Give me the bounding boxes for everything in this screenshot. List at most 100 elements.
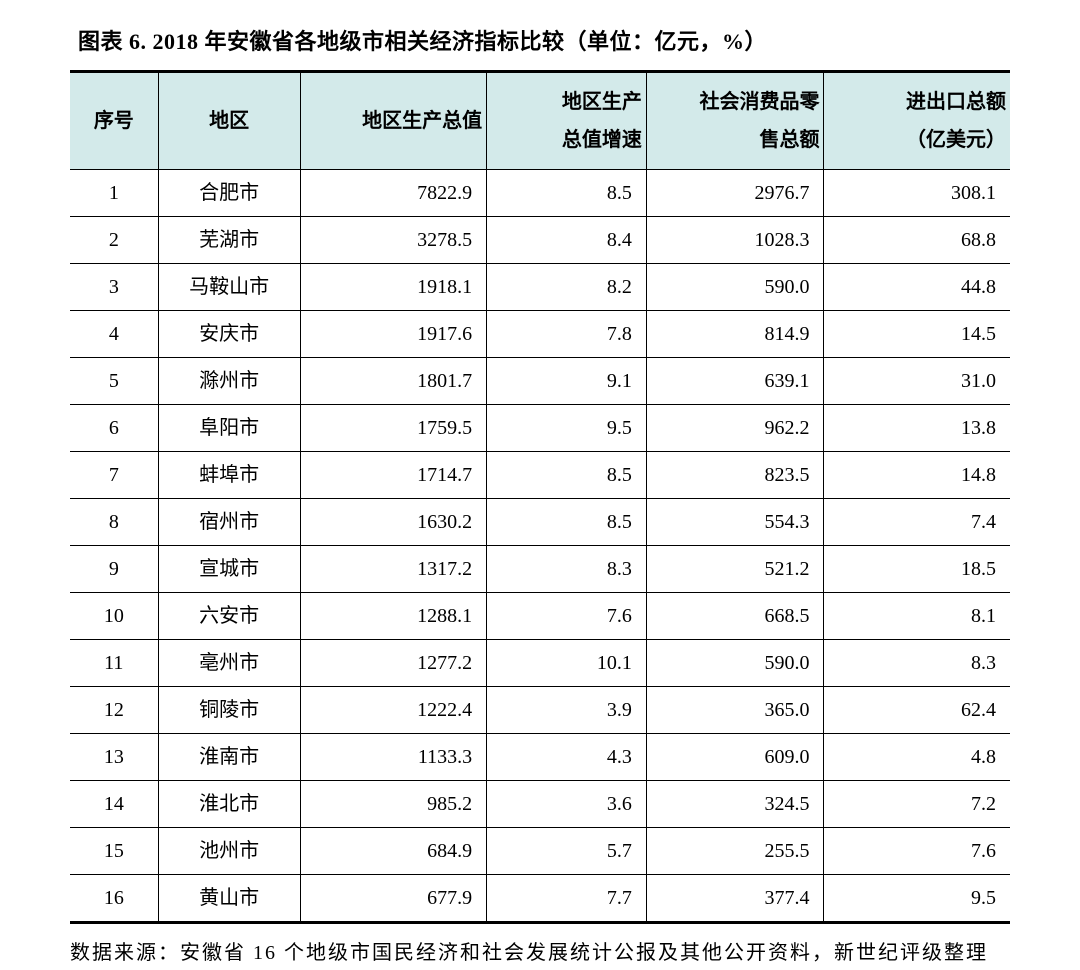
cell-gdp: 1133.3	[300, 734, 486, 781]
table-row: 1合肥市7822.98.52976.7308.1	[70, 170, 1010, 217]
cell-idx: 15	[70, 828, 158, 875]
table-body: 1合肥市7822.98.52976.7308.12芜湖市3278.58.4102…	[70, 170, 1010, 923]
cell-gdp: 1759.5	[300, 405, 486, 452]
cell-region: 宿州市	[158, 499, 300, 546]
cell-gdp: 3278.5	[300, 217, 486, 264]
table-row: 15池州市684.95.7255.57.6	[70, 828, 1010, 875]
table-row: 11亳州市1277.210.1590.08.3	[70, 640, 1010, 687]
cell-growth: 8.5	[487, 499, 647, 546]
cell-retail: 823.5	[646, 452, 824, 499]
cell-gdp: 1714.7	[300, 452, 486, 499]
cell-region: 池州市	[158, 828, 300, 875]
cell-retail: 1028.3	[646, 217, 824, 264]
cell-growth: 7.7	[487, 875, 647, 923]
cell-region: 宣城市	[158, 546, 300, 593]
col-header-growth: 地区生产总值增速	[487, 72, 647, 170]
cell-growth: 8.4	[487, 217, 647, 264]
col-header-region: 地区	[158, 72, 300, 170]
cell-retail: 590.0	[646, 640, 824, 687]
cell-retail: 962.2	[646, 405, 824, 452]
cell-idx: 1	[70, 170, 158, 217]
cell-growth: 9.5	[487, 405, 647, 452]
cell-trade: 14.8	[824, 452, 1010, 499]
cell-idx: 2	[70, 217, 158, 264]
cell-region: 阜阳市	[158, 405, 300, 452]
cell-gdp: 1630.2	[300, 499, 486, 546]
cell-gdp: 677.9	[300, 875, 486, 923]
cell-gdp: 1917.6	[300, 311, 486, 358]
cell-region: 滁州市	[158, 358, 300, 405]
cell-trade: 31.0	[824, 358, 1010, 405]
cell-retail: 2976.7	[646, 170, 824, 217]
cell-region: 淮北市	[158, 781, 300, 828]
cell-trade: 62.4	[824, 687, 1010, 734]
table-row: 8宿州市1630.28.5554.37.4	[70, 499, 1010, 546]
table-header: 序号地区地区生产总值地区生产总值增速社会消费品零售总额进出口总额（亿美元）	[70, 72, 1010, 170]
cell-idx: 3	[70, 264, 158, 311]
cell-retail: 639.1	[646, 358, 824, 405]
cell-growth: 9.1	[487, 358, 647, 405]
cell-growth: 5.7	[487, 828, 647, 875]
cell-trade: 14.5	[824, 311, 1010, 358]
cell-idx: 13	[70, 734, 158, 781]
cell-growth: 7.6	[487, 593, 647, 640]
cell-gdp: 1222.4	[300, 687, 486, 734]
table-row: 5滁州市1801.79.1639.131.0	[70, 358, 1010, 405]
cell-region: 蚌埠市	[158, 452, 300, 499]
cell-gdp: 1918.1	[300, 264, 486, 311]
cell-growth: 4.3	[487, 734, 647, 781]
cell-growth: 8.5	[487, 170, 647, 217]
cell-trade: 18.5	[824, 546, 1010, 593]
cell-retail: 255.5	[646, 828, 824, 875]
cell-growth: 8.2	[487, 264, 647, 311]
cell-idx: 8	[70, 499, 158, 546]
cell-idx: 10	[70, 593, 158, 640]
table-title: 图表 6. 2018 年安徽省各地级市相关经济指标比较（单位：亿元，%）	[78, 24, 1010, 56]
cell-region: 黄山市	[158, 875, 300, 923]
cell-growth: 8.3	[487, 546, 647, 593]
cell-idx: 4	[70, 311, 158, 358]
cell-trade: 4.8	[824, 734, 1010, 781]
cell-retail: 377.4	[646, 875, 824, 923]
cell-retail: 521.2	[646, 546, 824, 593]
col-header-gdp: 地区生产总值	[300, 72, 486, 170]
cell-retail: 324.5	[646, 781, 824, 828]
cell-trade: 8.3	[824, 640, 1010, 687]
econ-indicators-table: 序号地区地区生产总值地区生产总值增速社会消费品零售总额进出口总额（亿美元） 1合…	[70, 70, 1010, 924]
cell-retail: 554.3	[646, 499, 824, 546]
cell-idx: 11	[70, 640, 158, 687]
cell-trade: 7.2	[824, 781, 1010, 828]
table-row: 10六安市1288.17.6668.58.1	[70, 593, 1010, 640]
table-row: 13淮南市1133.34.3609.04.8	[70, 734, 1010, 781]
cell-idx: 12	[70, 687, 158, 734]
cell-region: 淮南市	[158, 734, 300, 781]
table-row: 4安庆市1917.67.8814.914.5	[70, 311, 1010, 358]
cell-gdp: 684.9	[300, 828, 486, 875]
table-row: 7蚌埠市1714.78.5823.514.8	[70, 452, 1010, 499]
cell-trade: 68.8	[824, 217, 1010, 264]
cell-retail: 814.9	[646, 311, 824, 358]
table-row: 2芜湖市3278.58.41028.368.8	[70, 217, 1010, 264]
cell-growth: 7.8	[487, 311, 647, 358]
cell-idx: 14	[70, 781, 158, 828]
data-source-note: 数据来源：安徽省 16 个地级市国民经济和社会发展统计公报及其他公开资料，新世纪…	[70, 936, 1010, 970]
cell-idx: 7	[70, 452, 158, 499]
cell-growth: 8.5	[487, 452, 647, 499]
cell-idx: 9	[70, 546, 158, 593]
col-header-idx: 序号	[70, 72, 158, 170]
cell-region: 亳州市	[158, 640, 300, 687]
col-header-trade: 进出口总额（亿美元）	[824, 72, 1010, 170]
cell-region: 马鞍山市	[158, 264, 300, 311]
cell-idx: 5	[70, 358, 158, 405]
cell-gdp: 7822.9	[300, 170, 486, 217]
cell-trade: 7.6	[824, 828, 1010, 875]
cell-idx: 6	[70, 405, 158, 452]
cell-retail: 365.0	[646, 687, 824, 734]
col-header-retail: 社会消费品零售总额	[646, 72, 824, 170]
cell-gdp: 1277.2	[300, 640, 486, 687]
cell-retail: 609.0	[646, 734, 824, 781]
cell-trade: 13.8	[824, 405, 1010, 452]
cell-region: 安庆市	[158, 311, 300, 358]
cell-region: 铜陵市	[158, 687, 300, 734]
cell-gdp: 1801.7	[300, 358, 486, 405]
